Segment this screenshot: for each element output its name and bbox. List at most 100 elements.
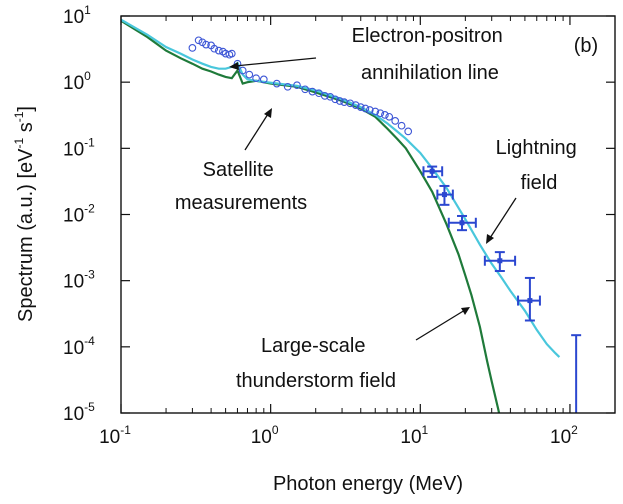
annotation-thunderstorm: Large-scale thunderstorm field [236, 335, 396, 392]
data-point [188, 44, 197, 52]
data-point [404, 127, 413, 136]
x-tick-base: 10 [550, 427, 571, 448]
data-point [245, 70, 254, 79]
data-point [371, 107, 380, 116]
data-point [252, 74, 260, 83]
panel-label: (b) [574, 35, 598, 57]
data-point [202, 40, 210, 49]
data-point [361, 104, 370, 113]
arrows-layer [229, 57, 517, 341]
annotation-thunderstorm-line-2: thunderstorm field [236, 370, 396, 392]
arrow-electron-positron [234, 57, 317, 67]
data-point [293, 81, 301, 90]
error-bar-center [527, 298, 533, 304]
error-bar-center [459, 220, 465, 226]
y-tick-base: 10 [63, 139, 84, 160]
y-tick-base: 10 [63, 272, 84, 293]
x-tick-label: 102 [550, 423, 578, 448]
data-point [214, 46, 223, 55]
error-bar-point [422, 165, 444, 178]
arrow-satellite [244, 113, 269, 151]
data-point [381, 111, 389, 119]
x-tick-exp: 0 [272, 423, 279, 437]
annotation-lightning-line-1: Lightning [496, 137, 577, 159]
x-tick-label: 100 [251, 423, 279, 448]
data-point [238, 66, 247, 75]
data-point [194, 36, 203, 45]
error-bar-point [447, 214, 477, 232]
y-axis-title: Spectrum (a.u.) [eV-1 s-1] [12, 106, 37, 322]
data-point [335, 97, 344, 105]
x-tick-base: 10 [251, 427, 272, 448]
y-tick-label: 100 [63, 69, 91, 94]
y-tick-label: 10-5 [63, 400, 95, 425]
y-tick-label: 10-2 [63, 202, 95, 227]
data-point [351, 101, 360, 109]
arrow-thunderstorm-head [461, 307, 470, 315]
error-bar-point [436, 184, 454, 206]
error-bar-point [517, 276, 541, 322]
y-tick-label: 10-3 [63, 268, 95, 293]
annotation-electron-positron-line-1: Electron-positron [352, 25, 503, 47]
y-tick-exp: 1 [84, 3, 91, 17]
x-tick-base: 10 [400, 427, 421, 448]
error-bar-point [547, 334, 600, 420]
y-tick-label: 101 [63, 3, 91, 28]
y-axis-title-sup-1: -1 [12, 138, 26, 149]
marks-layer [121, 18, 600, 420]
data-point [385, 112, 394, 121]
x-axis-title: Photon energy (MeV) [273, 473, 463, 495]
x-tick-exp: 1 [422, 423, 429, 437]
annotation-satellite: Satellite measurements [175, 159, 307, 214]
arrow-lightning [489, 197, 517, 239]
data-point [210, 44, 219, 53]
y-tick-exp: -5 [84, 400, 95, 414]
data-point [346, 99, 355, 108]
data-point [272, 79, 281, 88]
annotation-satellite-line-1: Satellite [203, 159, 274, 181]
arrow-thunderstorm [415, 309, 466, 341]
error-bar-point [483, 251, 517, 272]
data-point [259, 75, 268, 84]
arrow-lightning-head [486, 234, 494, 244]
data-point [376, 109, 385, 118]
series-0-line [121, 19, 501, 413]
y-tick-label: 10-1 [63, 135, 95, 160]
annotation-electron-positron-line-2: annihilation line [361, 62, 499, 84]
error-bar-center [497, 258, 503, 264]
plot-area [121, 18, 600, 420]
y-tick-base: 10 [63, 73, 84, 94]
x-tick-exp: -1 [120, 423, 131, 437]
y-axis-title-main: Spectrum (a.u.) [eV [15, 148, 37, 322]
data-point [331, 95, 340, 104]
annotation-lightning-line-2: field [521, 172, 558, 194]
y-tick-exp: -3 [84, 268, 95, 282]
data-point [227, 49, 236, 58]
data-point [397, 121, 406, 130]
data-point [356, 103, 365, 111]
y-axis-title-close: ] [15, 106, 37, 112]
error-bar-center [441, 192, 447, 198]
y-tick-exp: -1 [84, 135, 95, 149]
x-tick-label: 10-1 [99, 423, 131, 448]
series-1-line [121, 18, 561, 358]
data-point [365, 106, 374, 114]
error-bar-center [574, 415, 579, 420]
y-tick-base: 10 [63, 7, 84, 28]
y-axis-title-unit: s [15, 122, 37, 138]
arrow-electron-positron-head [229, 62, 239, 70]
y-tick-base: 10 [63, 338, 84, 359]
x-tick-label: 101 [400, 423, 428, 448]
y-tick-exp: -2 [84, 202, 95, 216]
y-tick-exp: -4 [84, 334, 95, 348]
x-tick-base: 10 [99, 427, 120, 448]
y-tick-base: 10 [63, 404, 84, 425]
data-point [283, 82, 292, 91]
y-tick-base: 10 [63, 206, 84, 227]
y-tick-exp: 0 [84, 69, 91, 83]
labels-layer: (b) Photon energy (MeV) Spectrum (a.u.) … [12, 25, 598, 495]
arrow-satellite-head [264, 108, 272, 118]
y-tick-label: 10-4 [63, 334, 95, 359]
